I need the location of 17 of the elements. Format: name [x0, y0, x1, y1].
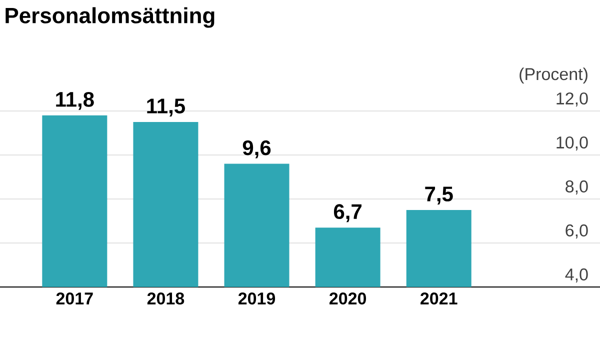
data-label: 11,5: [147, 98, 185, 116]
y-tick-label: 6,0: [566, 224, 588, 238]
data-label: 7,5: [425, 186, 453, 204]
x-tick-label: 2018: [147, 292, 184, 305]
x-tick-label: 2021: [420, 292, 458, 305]
x-tick-label: 2020: [329, 292, 366, 305]
y-tick-label: 4,0: [565, 268, 588, 282]
y-tick-label: 8,0: [566, 180, 588, 194]
y-tick-label: 12,0: [556, 92, 588, 106]
data-label: 6,7: [334, 204, 362, 222]
y-axis-title: (Procent): [520, 68, 588, 84]
chart-title: Personalomsättning: [6, 7, 214, 28]
x-tick-label: 2017: [56, 292, 93, 305]
x-tick-label: 2019: [238, 292, 276, 305]
data-label: 11,8: [56, 92, 94, 110]
data-label: 9,6: [242, 140, 271, 158]
y-tick-label: 10,0: [556, 136, 588, 150]
